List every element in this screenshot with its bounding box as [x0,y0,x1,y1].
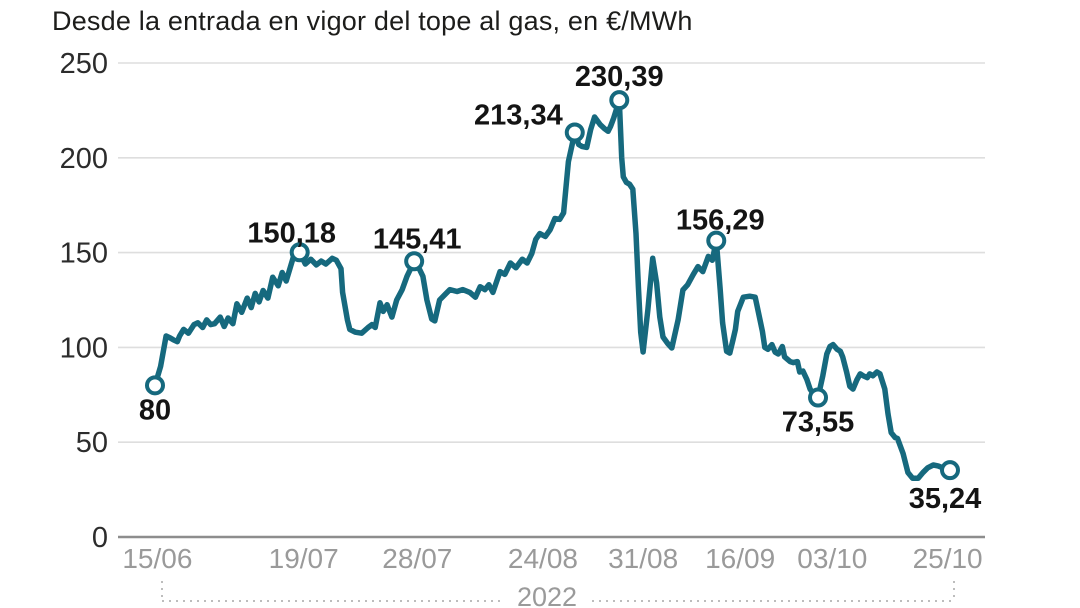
year-label: 2022 [517,582,577,608]
grid-lines [118,62,985,539]
data-point-label: 156,29 [676,205,765,237]
data-point-marker [808,387,829,408]
annotation-markers [145,90,960,481]
data-point-marker [289,242,310,263]
y-tick-label: 100 [60,332,108,364]
y-tick-label: 0 [92,522,108,554]
y-tick-label: 250 [60,48,108,80]
data-point-label: 150,18 [247,217,336,249]
data-point-marker [609,90,630,111]
x-axis-labels: 15/06 19/07 28/07 24/08 31/08 16/09 03/10 25/10 [122,543,982,574]
data-point-marker [706,230,727,251]
data-point-label: 230,39 [575,61,664,93]
y-tick-label: 200 [60,143,108,175]
x-tick-label: 28/07 [382,543,452,574]
x-tick-label: 03/10 [797,543,867,574]
y-tick-label: 50 [76,427,108,459]
y-axis-labels: 0 50 100 150 200 250 [60,48,108,554]
data-point-label: 145,41 [373,223,462,255]
y-tick-label: 150 [60,238,108,270]
data-point-marker [145,375,165,396]
data-point-label: 35,24 [909,483,982,515]
data-point-label: 213,34 [474,100,563,132]
price-line [152,97,953,481]
data-point-marker [940,460,960,481]
data-point-label: 73,55 [782,407,855,439]
x-tick-label: 31/08 [608,543,678,574]
x-tick-label: 25/10 [913,543,983,574]
data-point-label: 80 [139,394,171,426]
data-point-marker [564,122,585,143]
x-tick-label: 19/07 [269,543,339,574]
data-point-marker [404,251,425,272]
x-tick-label: 24/08 [508,543,578,574]
year-bracket [161,581,955,602]
x-tick-label: 16/09 [705,543,775,574]
x-tick-label: 15/06 [122,543,192,574]
annotation-labels: 80 150,18 145,41 213,34 230,39 156,29 73,55 35,… [139,61,981,515]
chart-title: Desde la entrada en vigor del tope al ga… [52,6,693,36]
